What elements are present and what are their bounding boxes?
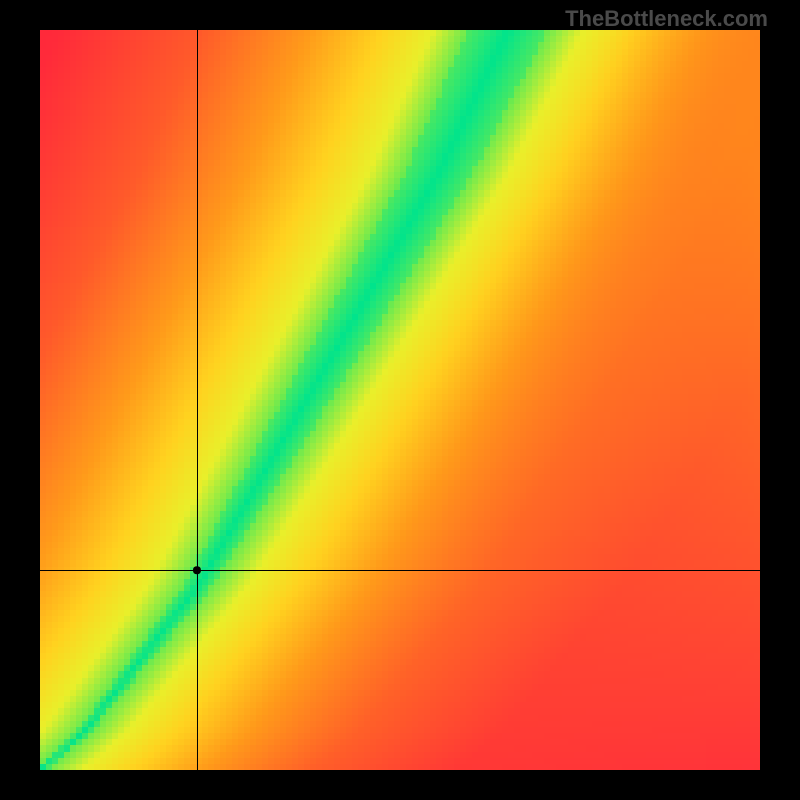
bottleneck-heatmap	[40, 30, 760, 770]
source-watermark: TheBottleneck.com	[565, 6, 768, 32]
